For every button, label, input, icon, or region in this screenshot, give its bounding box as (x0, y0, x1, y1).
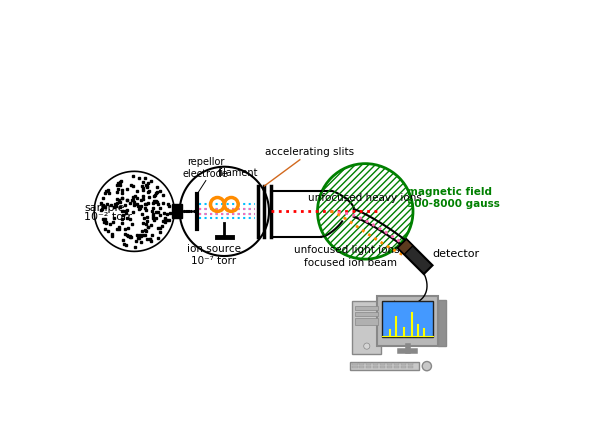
Text: unfocused light ions: unfocused light ions (293, 245, 399, 255)
Bar (439, 300, 446, 346)
Bar (352, 366, 358, 368)
Circle shape (317, 164, 413, 259)
Bar (387, 366, 392, 368)
Bar (366, 366, 371, 368)
Bar (355, 306, 379, 310)
Bar (373, 366, 379, 368)
Bar (359, 363, 364, 365)
Bar (355, 318, 379, 325)
Bar (394, 363, 399, 365)
Bar (380, 363, 385, 365)
Text: magnetic field
500-8000 gauss: magnetic field 500-8000 gauss (407, 187, 500, 209)
Bar (366, 363, 371, 365)
Text: ion source
10⁻⁷ torr: ion source 10⁻⁷ torr (187, 244, 241, 266)
Text: focused ion beam: focused ion beam (304, 258, 397, 268)
Bar (359, 366, 364, 368)
Bar (352, 301, 382, 354)
Bar (401, 366, 406, 368)
Text: filament: filament (218, 168, 259, 178)
Bar (382, 301, 433, 337)
Circle shape (422, 362, 431, 371)
Polygon shape (398, 239, 433, 274)
Bar (373, 363, 379, 365)
Text: detector: detector (432, 249, 479, 259)
Text: repellor
electrode: repellor electrode (183, 157, 229, 179)
Bar (407, 366, 413, 368)
Bar (394, 366, 399, 368)
Bar (355, 312, 379, 316)
Text: accelerating slits: accelerating slits (265, 148, 355, 157)
Bar (407, 363, 413, 365)
Bar (350, 362, 419, 370)
Bar (377, 296, 439, 346)
Bar (172, 204, 182, 218)
Bar (387, 363, 392, 365)
Polygon shape (398, 239, 413, 254)
Circle shape (364, 343, 370, 349)
Bar (380, 366, 385, 368)
Text: sample: sample (84, 202, 125, 213)
Bar (352, 363, 358, 365)
Text: 10⁻² torr: 10⁻² torr (84, 212, 132, 222)
Text: unfocused heavy ions: unfocused heavy ions (308, 193, 421, 203)
Bar (401, 363, 406, 365)
